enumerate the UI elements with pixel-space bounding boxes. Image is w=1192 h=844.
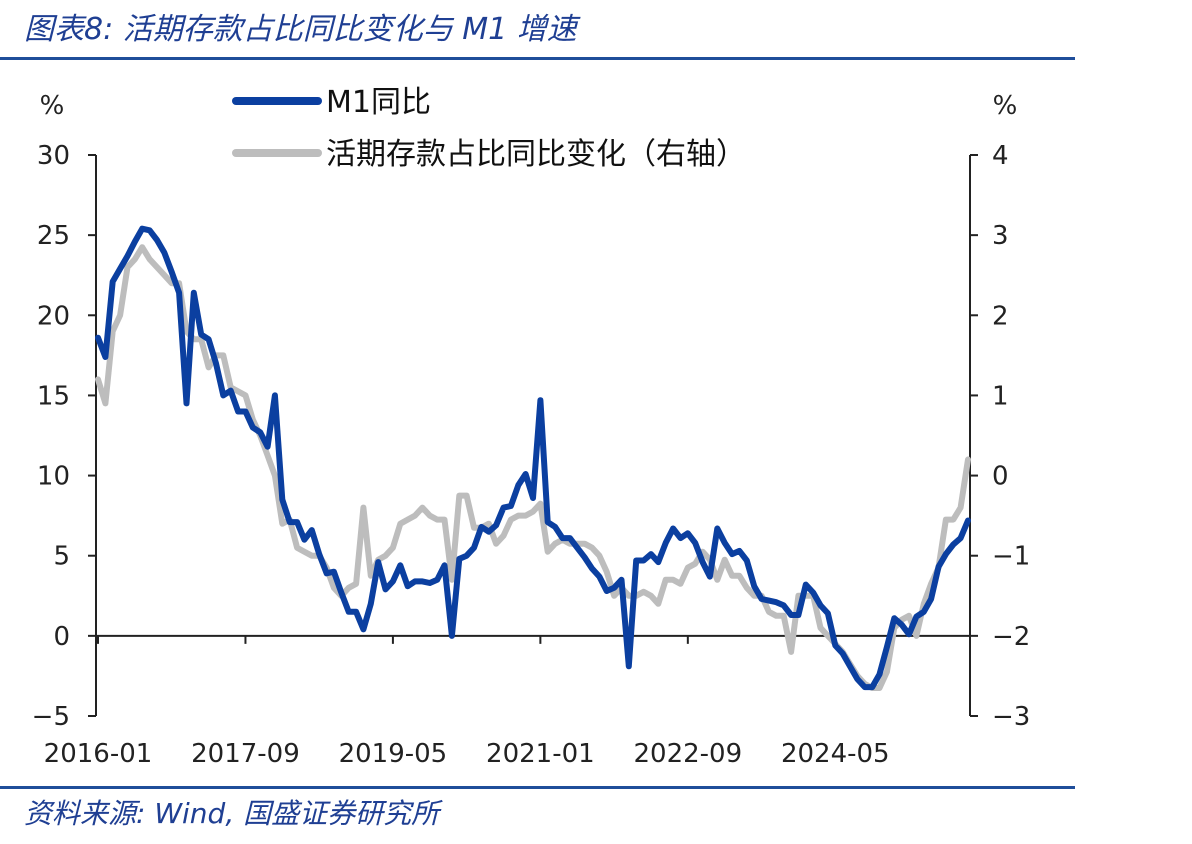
top-divider bbox=[0, 57, 1075, 60]
right-tick-label: 0 bbox=[992, 462, 1009, 492]
left-tick-label: 20 bbox=[37, 301, 70, 331]
legend-demand-deposit-label: 活期存款占比同比变化（右轴） bbox=[326, 137, 746, 172]
right-tick-label: 3 bbox=[992, 221, 1009, 251]
right-tick-label: −3 bbox=[992, 702, 1030, 732]
x-tick-label: 2024-05 bbox=[781, 739, 890, 769]
source-note: 资料来源: Wind, 国盛证券研究所 bbox=[24, 797, 440, 830]
left-tick-label: 15 bbox=[37, 381, 70, 411]
left-tick-label: 30 bbox=[37, 141, 70, 171]
right-tick-label: −1 bbox=[992, 542, 1030, 572]
left-tick-label: 10 bbox=[37, 462, 70, 492]
axes: −5 0 5 10 15 20 25 30 −3 −2 −1 0 1 2 3 4% % 2016-01 2017-0… bbox=[32, 91, 1031, 769]
series-line-m1 bbox=[95, 225, 971, 691]
right-unit-label: % bbox=[993, 91, 1018, 121]
left-tick-label: 25 bbox=[37, 221, 70, 251]
chart-title: 图表8: 活期存款占比同比变化与 M1 增速 bbox=[24, 12, 577, 47]
x-tick-label: 2021-01 bbox=[486, 739, 595, 769]
x-tick-label: 2022-09 bbox=[634, 739, 743, 769]
series-layer bbox=[95, 225, 971, 691]
bottom-divider bbox=[0, 786, 1075, 789]
series-line-demand-deposit bbox=[95, 244, 971, 691]
left-tick-label: 5 bbox=[53, 542, 70, 572]
x-tick-label: 2019-05 bbox=[339, 739, 448, 769]
right-tick-label: −2 bbox=[992, 622, 1030, 652]
x-tick-label: 2017-09 bbox=[191, 739, 300, 769]
left-unit-label: % bbox=[40, 91, 65, 121]
left-tick-label: 0 bbox=[53, 622, 70, 652]
right-tick-label: 2 bbox=[992, 301, 1009, 331]
right-tick-label: 4 bbox=[992, 141, 1009, 171]
x-tick-label: 2016-01 bbox=[44, 739, 153, 769]
right-tick-label: 1 bbox=[992, 381, 1009, 411]
left-tick-label: −5 bbox=[32, 702, 70, 732]
legend-m1-label: M1同比 bbox=[326, 85, 431, 120]
